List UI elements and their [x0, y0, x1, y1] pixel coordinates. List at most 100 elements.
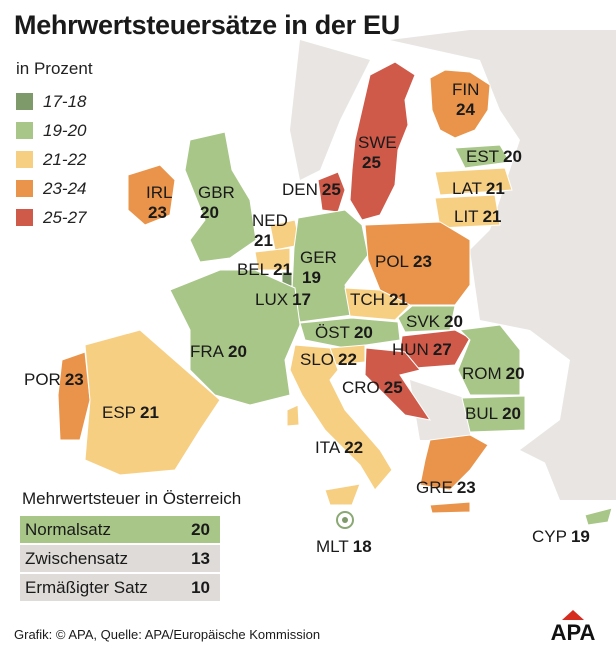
- austria-rate-label: Normalsatz: [25, 519, 111, 539]
- country-rate: 20: [502, 404, 521, 423]
- map-title: Mehrwertsteuersätze in der EU: [14, 10, 400, 40]
- country-cyp: [584, 507, 613, 526]
- country-gre: [419, 434, 489, 491]
- country-label-lit: LIT 21: [454, 207, 501, 226]
- austria-rate-value: 10: [191, 577, 210, 597]
- country-name: ITA: [315, 438, 341, 457]
- legend-swatch: [16, 209, 33, 226]
- country-rate: 17: [292, 290, 311, 309]
- legend-label: 23-24: [43, 178, 87, 198]
- legend-item: 23-24: [16, 174, 86, 203]
- legend-item: 17-18: [16, 87, 86, 116]
- country-svk: [397, 305, 456, 333]
- country-bel: [254, 247, 291, 271]
- country-ost: [299, 317, 401, 349]
- austria-rates-table: Normalsatz 20 Zwischensatz 13 Ermäßigter…: [20, 516, 220, 603]
- legend-label: 21-22: [43, 149, 87, 169]
- country-name: GER: [300, 248, 337, 267]
- country-label-pol: POL 23: [375, 252, 432, 271]
- country-tch: [344, 287, 411, 321]
- country-label-irl: IRL 23: [146, 183, 172, 222]
- country-rate: 25: [362, 153, 381, 172]
- country-label-hun: HUN 27: [392, 340, 452, 359]
- country-rate: 25: [322, 180, 341, 199]
- country-rate: 21: [254, 231, 273, 250]
- country-name: FRA: [190, 342, 225, 361]
- country-name: SVK: [406, 312, 441, 331]
- country-rate: 23: [65, 370, 84, 389]
- country-rate: 20: [503, 147, 522, 166]
- legend-label: 17-18: [43, 91, 87, 111]
- country-mlt: [336, 511, 354, 529]
- country-rate: 20: [200, 203, 219, 222]
- country-est: [454, 144, 511, 169]
- legend-label: 25-27: [43, 207, 87, 227]
- country-rate: 24: [456, 100, 475, 119]
- country-name: IRL: [146, 183, 172, 202]
- legend-swatch: [16, 151, 33, 168]
- country-rate: 20: [228, 342, 247, 361]
- country-lat: [434, 167, 513, 196]
- country-label-den: DEN 25: [282, 180, 341, 199]
- legend-item: 25-27: [16, 203, 86, 232]
- country-rate: 22: [344, 438, 363, 457]
- country-label-rom: ROM 20: [462, 364, 525, 383]
- country-name: CYP: [532, 527, 567, 546]
- country-name: GRE: [416, 478, 453, 497]
- country-lit: [434, 194, 501, 229]
- country-label-lux: LUX 17: [255, 290, 311, 309]
- country-label-mlt: MLT 18: [316, 537, 372, 556]
- country-esp: [84, 329, 221, 476]
- country-name: TCH: [350, 290, 385, 309]
- legend-label: 19-20: [43, 120, 87, 140]
- country-rom: [457, 324, 521, 396]
- country-por: [57, 351, 91, 441]
- country-name: EST: [466, 147, 499, 166]
- country-label-est: EST 20: [466, 147, 522, 166]
- country-label-esp: ESP 21: [102, 403, 159, 422]
- country-name: ÖST: [315, 323, 350, 342]
- country-label-fin: FIN 24: [452, 80, 479, 119]
- country-label-lat: LAT 21: [452, 179, 505, 198]
- country-swe: [349, 61, 416, 221]
- country-ire: [127, 164, 176, 226]
- country-label-ned: NED 21: [252, 211, 288, 250]
- austria-rate-row: Normalsatz 20: [20, 516, 220, 543]
- country-rate: 20: [354, 323, 373, 342]
- country-label-swe: SWE 25: [358, 133, 397, 172]
- country-name: POR: [24, 370, 61, 389]
- unit-label: in Prozent: [16, 59, 93, 78]
- country-rate: 23: [148, 203, 167, 222]
- country-rate: 21: [483, 207, 502, 226]
- country-name: CRO: [342, 378, 380, 397]
- country-name: SWE: [358, 133, 397, 152]
- country-label-gbr: GBR 20: [198, 183, 235, 222]
- country-label-ger: GER 19: [300, 248, 337, 287]
- country-label-svk: SVK 20: [406, 312, 463, 331]
- country-rate: 19: [571, 527, 590, 546]
- country-cro: [364, 347, 432, 421]
- country-rate: 21: [273, 260, 292, 279]
- country-gbr: [184, 131, 257, 263]
- legend-item: 19-20: [16, 116, 86, 145]
- island-sicily: [324, 483, 361, 506]
- austria-rate-row: Ermäßigter Satz 10: [20, 574, 220, 601]
- country-fra: [169, 269, 301, 406]
- austria-rate-label: Ermäßigter Satz: [25, 577, 148, 597]
- country-fin: [429, 69, 491, 139]
- country-ita: [289, 344, 393, 491]
- apa-logo-triangle: [562, 610, 584, 620]
- country-rate: 25: [384, 378, 403, 397]
- country-name: NED: [252, 211, 288, 230]
- country-rate: 20: [444, 312, 463, 331]
- country-den: [317, 171, 346, 213]
- country-name: POL: [375, 252, 409, 271]
- country-label-tch: TCH 21: [350, 290, 408, 309]
- country-name: DEN: [282, 180, 318, 199]
- legend-swatch: [16, 93, 33, 110]
- country-name: ESP: [102, 403, 136, 422]
- country-pol: [364, 221, 471, 306]
- austria-rate-label: Zwischensatz: [25, 548, 128, 568]
- country-name: GBR: [198, 183, 235, 202]
- legend-item: 21-22: [16, 145, 86, 174]
